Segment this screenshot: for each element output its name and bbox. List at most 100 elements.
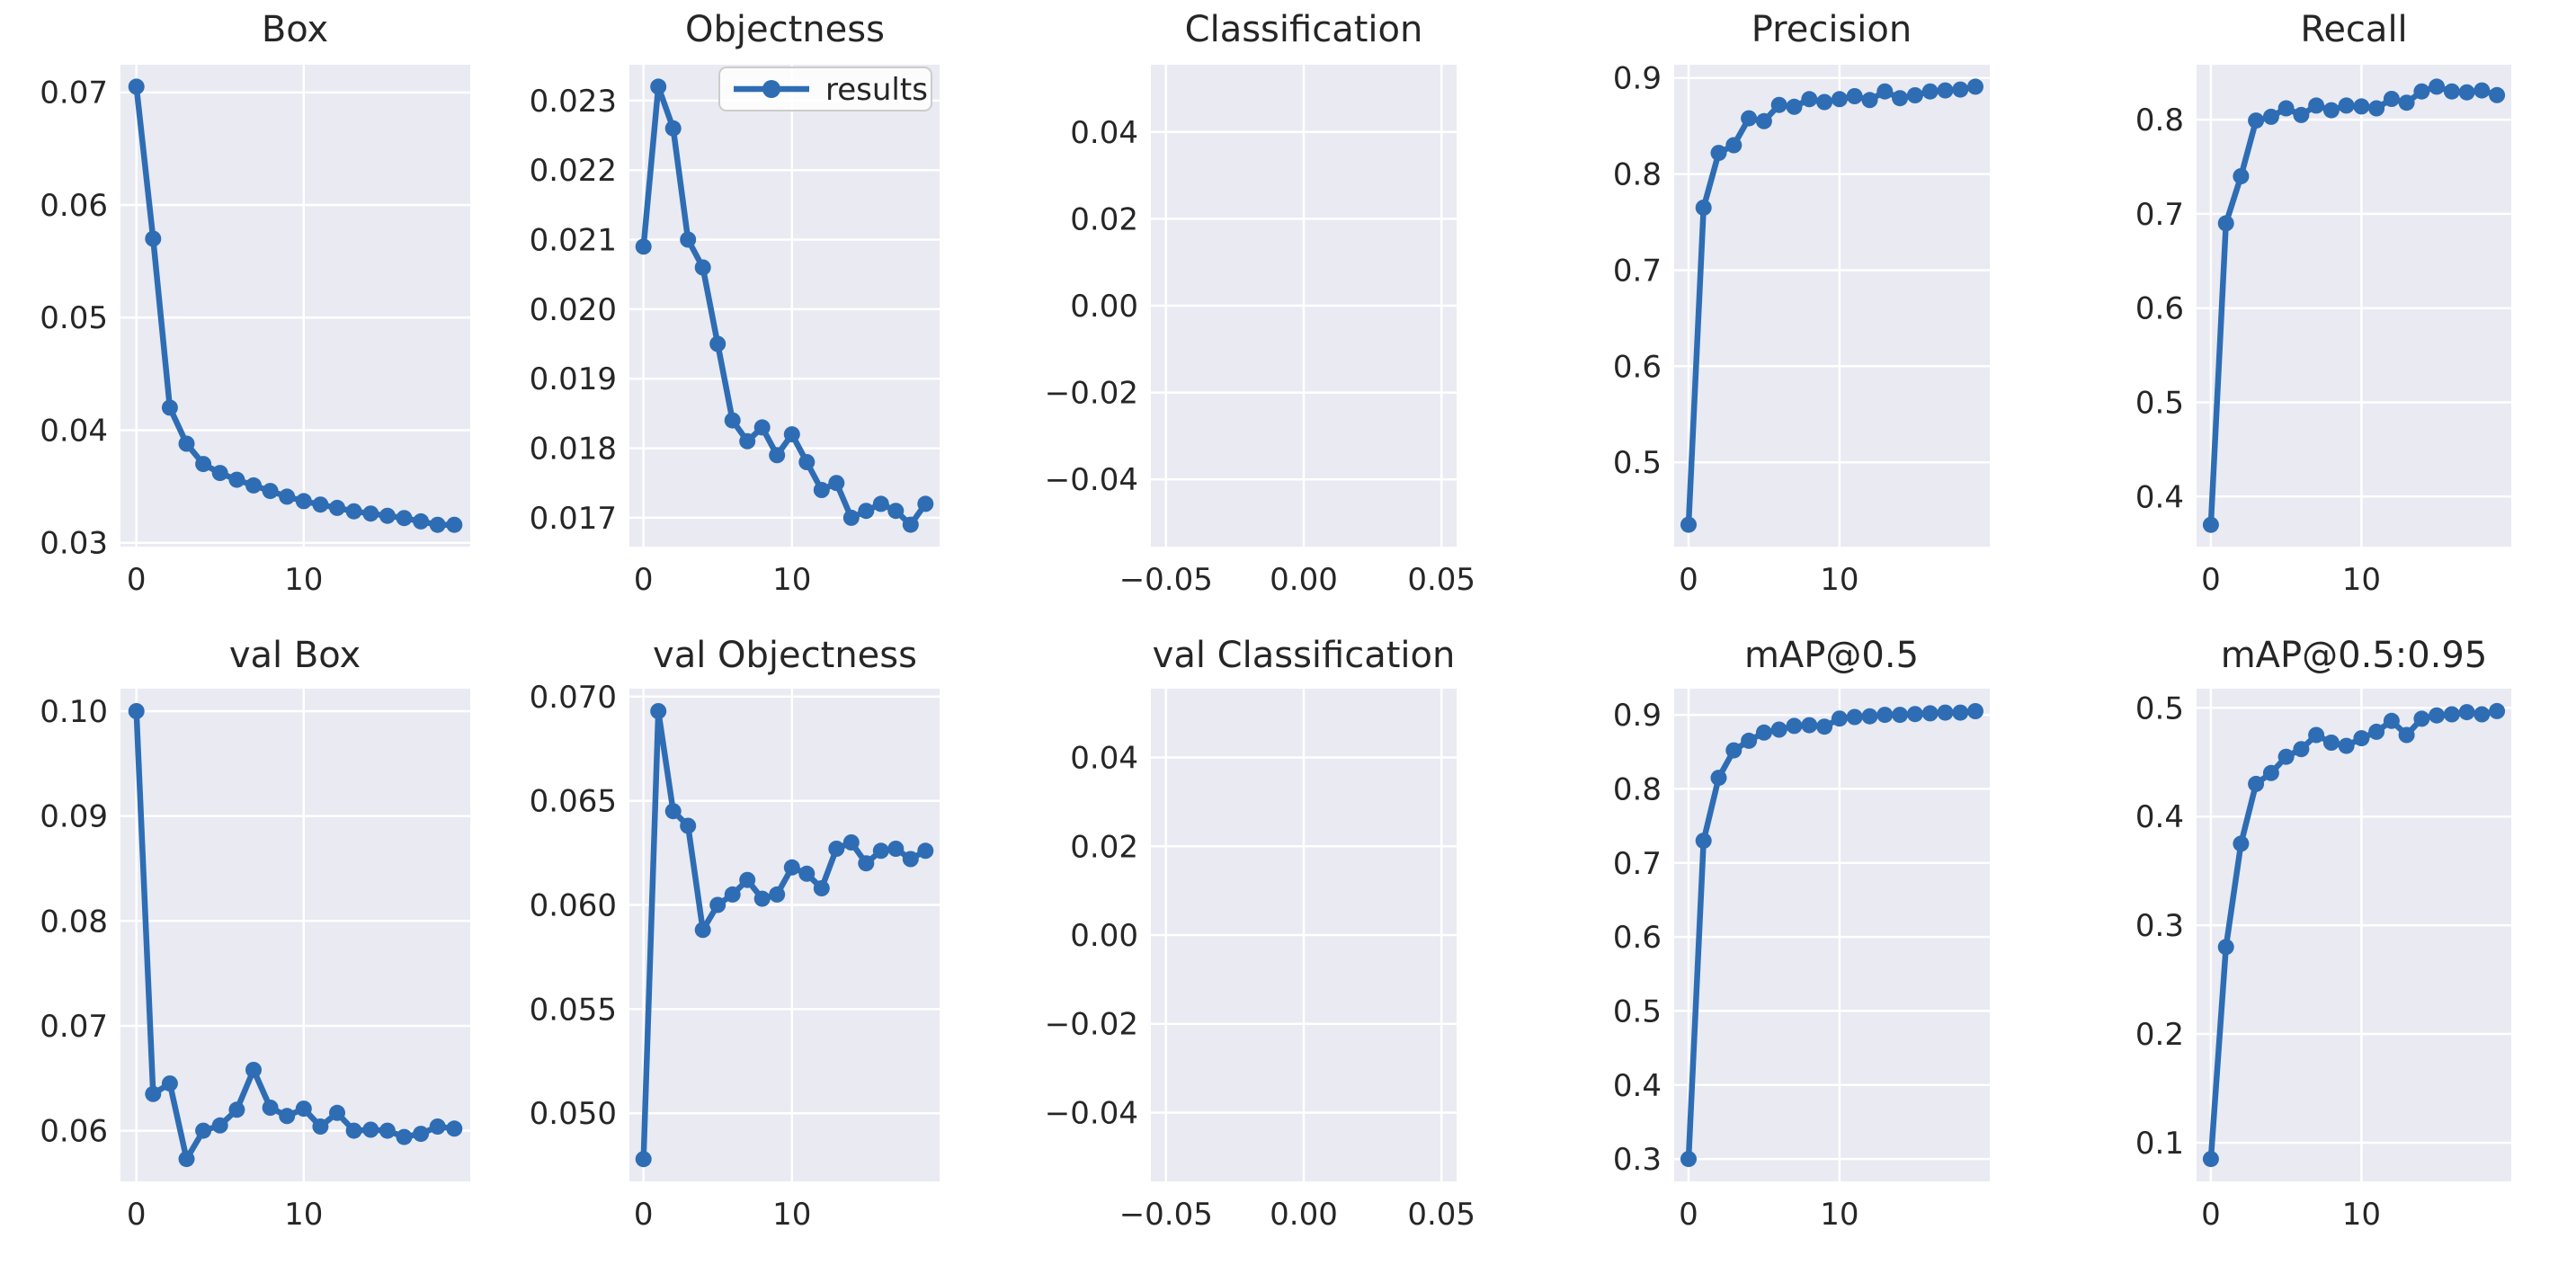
data-point-marker [228, 471, 245, 488]
axes-background [629, 689, 940, 1181]
data-point-marker [1680, 1151, 1697, 1168]
data-point-marker [295, 493, 312, 510]
y-tick-label: 0.5 [1613, 445, 1662, 481]
data-point-marker [2217, 215, 2234, 232]
data-point-marker [2262, 764, 2279, 781]
y-tick-label: 0.8 [2135, 102, 2184, 138]
axes-background [2197, 689, 2511, 1181]
x-tick-label: 10 [772, 562, 811, 598]
data-point-marker [211, 465, 228, 482]
data-point-marker [178, 1151, 195, 1168]
data-point-marker [345, 1122, 362, 1139]
y-tick-label: 0.4 [2135, 479, 2184, 515]
data-point-marker [917, 842, 934, 860]
x-tick-label: 10 [2342, 562, 2381, 598]
data-point-marker [2233, 168, 2250, 184]
x-tick-label: 0 [1679, 1197, 1698, 1233]
data-point-marker [295, 1100, 312, 1118]
y-tick-label: −0.02 [1045, 1007, 1138, 1043]
subplot-recall: Recall 0.4 0.5 0.6 0.7 0.8 0 10 [2061, 0, 2576, 637]
data-point-marker [228, 1101, 245, 1118]
x-tick-label: 10 [284, 1197, 323, 1233]
data-point-marker [917, 495, 934, 512]
plot-area: 0.5 0.6 0.7 0.8 0.9 0 10 [1613, 61, 1990, 598]
data-point-marker [1725, 137, 1743, 154]
plot-area: 0.04 0.02 0.00 −0.02 −0.04 −0.05 0.00 0.05 [1045, 689, 1475, 1233]
data-point-marker [1861, 708, 1878, 725]
legend-marker-sample [762, 80, 780, 98]
data-point-marker [2383, 712, 2400, 729]
axes-background [629, 65, 940, 547]
y-tick-label: 0.6 [2135, 291, 2184, 327]
data-point-marker [1801, 717, 1818, 734]
data-point-marker [828, 475, 845, 492]
plot-area: 0.1 0.2 0.3 0.4 0.5 0 10 [2135, 689, 2511, 1233]
y-tick-label: 0.021 [530, 223, 617, 259]
y-tick-label: 0.06 [40, 1114, 108, 1150]
data-point-marker [329, 499, 345, 516]
x-tick-label: −0.05 [1119, 1197, 1213, 1233]
data-point-marker [1755, 724, 1772, 741]
data-point-marker [887, 503, 905, 520]
data-point-marker [2473, 706, 2491, 723]
subplot-val-objectness: val Objectness 0.050 0.055 0.060 0.065 0.070… [515, 637, 1030, 1274]
y-tick-label: 0.5 [2135, 690, 2184, 726]
data-point-marker [753, 419, 771, 436]
y-tick-label: 0.8 [1613, 771, 1662, 807]
y-tick-label: 0.6 [1613, 349, 1662, 385]
data-point-marker [1906, 87, 1923, 103]
data-point-marker [650, 78, 667, 95]
y-tick-label: −0.04 [1045, 462, 1138, 498]
x-tick-label: 0 [127, 562, 147, 598]
data-point-marker [2277, 748, 2295, 765]
data-point-marker [1741, 110, 1758, 127]
axes-background [1674, 689, 1990, 1181]
data-point-marker [872, 495, 889, 512]
data-point-marker [842, 834, 860, 851]
y-tick-label: 0.02 [1070, 201, 1138, 237]
y-tick-label: 0.7 [1613, 846, 1662, 882]
y-tick-label: 0.2 [2135, 1017, 2184, 1053]
data-point-marker [128, 703, 145, 719]
subplot-title: Box [262, 9, 328, 50]
y-tick-label: 0.00 [1070, 289, 1138, 325]
data-point-marker [145, 230, 162, 247]
recall-chart: Recall 0.4 0.5 0.6 0.7 0.8 0 10 [2135, 9, 2511, 598]
y-tick-label: 0.3 [1613, 1142, 1662, 1178]
y-tick-label: 0.07 [40, 1009, 108, 1045]
data-point-marker [813, 880, 830, 896]
axes-background [1674, 65, 1990, 547]
precision-chart: Precision 0.5 0.6 0.7 0.8 0.9 0 10 [1613, 9, 1990, 598]
data-point-marker [2489, 702, 2506, 719]
data-point-marker [362, 505, 379, 522]
data-point-marker [694, 922, 711, 939]
x-tick-label: 10 [284, 562, 323, 598]
subplot-val-classification: val Classification 0.04 0.02 0.00 −0.02 −0.0… [1030, 637, 1546, 1274]
data-point-marker [2308, 97, 2325, 114]
plot-area: 0.3 0.4 0.5 0.6 0.7 0.8 0.9 0 10 [1613, 689, 1990, 1233]
y-tick-label: 0.055 [530, 992, 617, 1028]
data-point-marker [664, 120, 682, 137]
y-tick-label: 0.09 [40, 799, 108, 835]
x-tick-label: 10 [1820, 562, 1858, 598]
y-tick-label: 0.017 [530, 501, 617, 537]
data-point-marker [2458, 84, 2475, 101]
y-tick-label: 0.4 [1613, 1068, 1662, 1104]
data-point-marker [429, 516, 446, 533]
subplot-title: Precision [1752, 9, 1912, 50]
data-point-marker [2338, 97, 2355, 114]
data-point-marker [2308, 726, 2325, 744]
x-tick-label: 0 [2201, 562, 2221, 598]
y-tick-label: 0.018 [530, 432, 617, 468]
subplot-title: Recall [2300, 9, 2407, 50]
x-tick-label: 0.00 [1270, 1197, 1338, 1233]
data-point-marker [1921, 705, 1939, 722]
data-point-marker [413, 512, 430, 530]
data-point-marker [1967, 703, 1983, 719]
data-point-marker [858, 503, 875, 520]
data-point-marker [635, 238, 652, 255]
data-point-marker [680, 231, 697, 248]
data-point-marker [195, 456, 212, 473]
data-point-marker [396, 510, 413, 527]
subplot-title: mAP@0.5:0.95 [2221, 637, 2488, 676]
